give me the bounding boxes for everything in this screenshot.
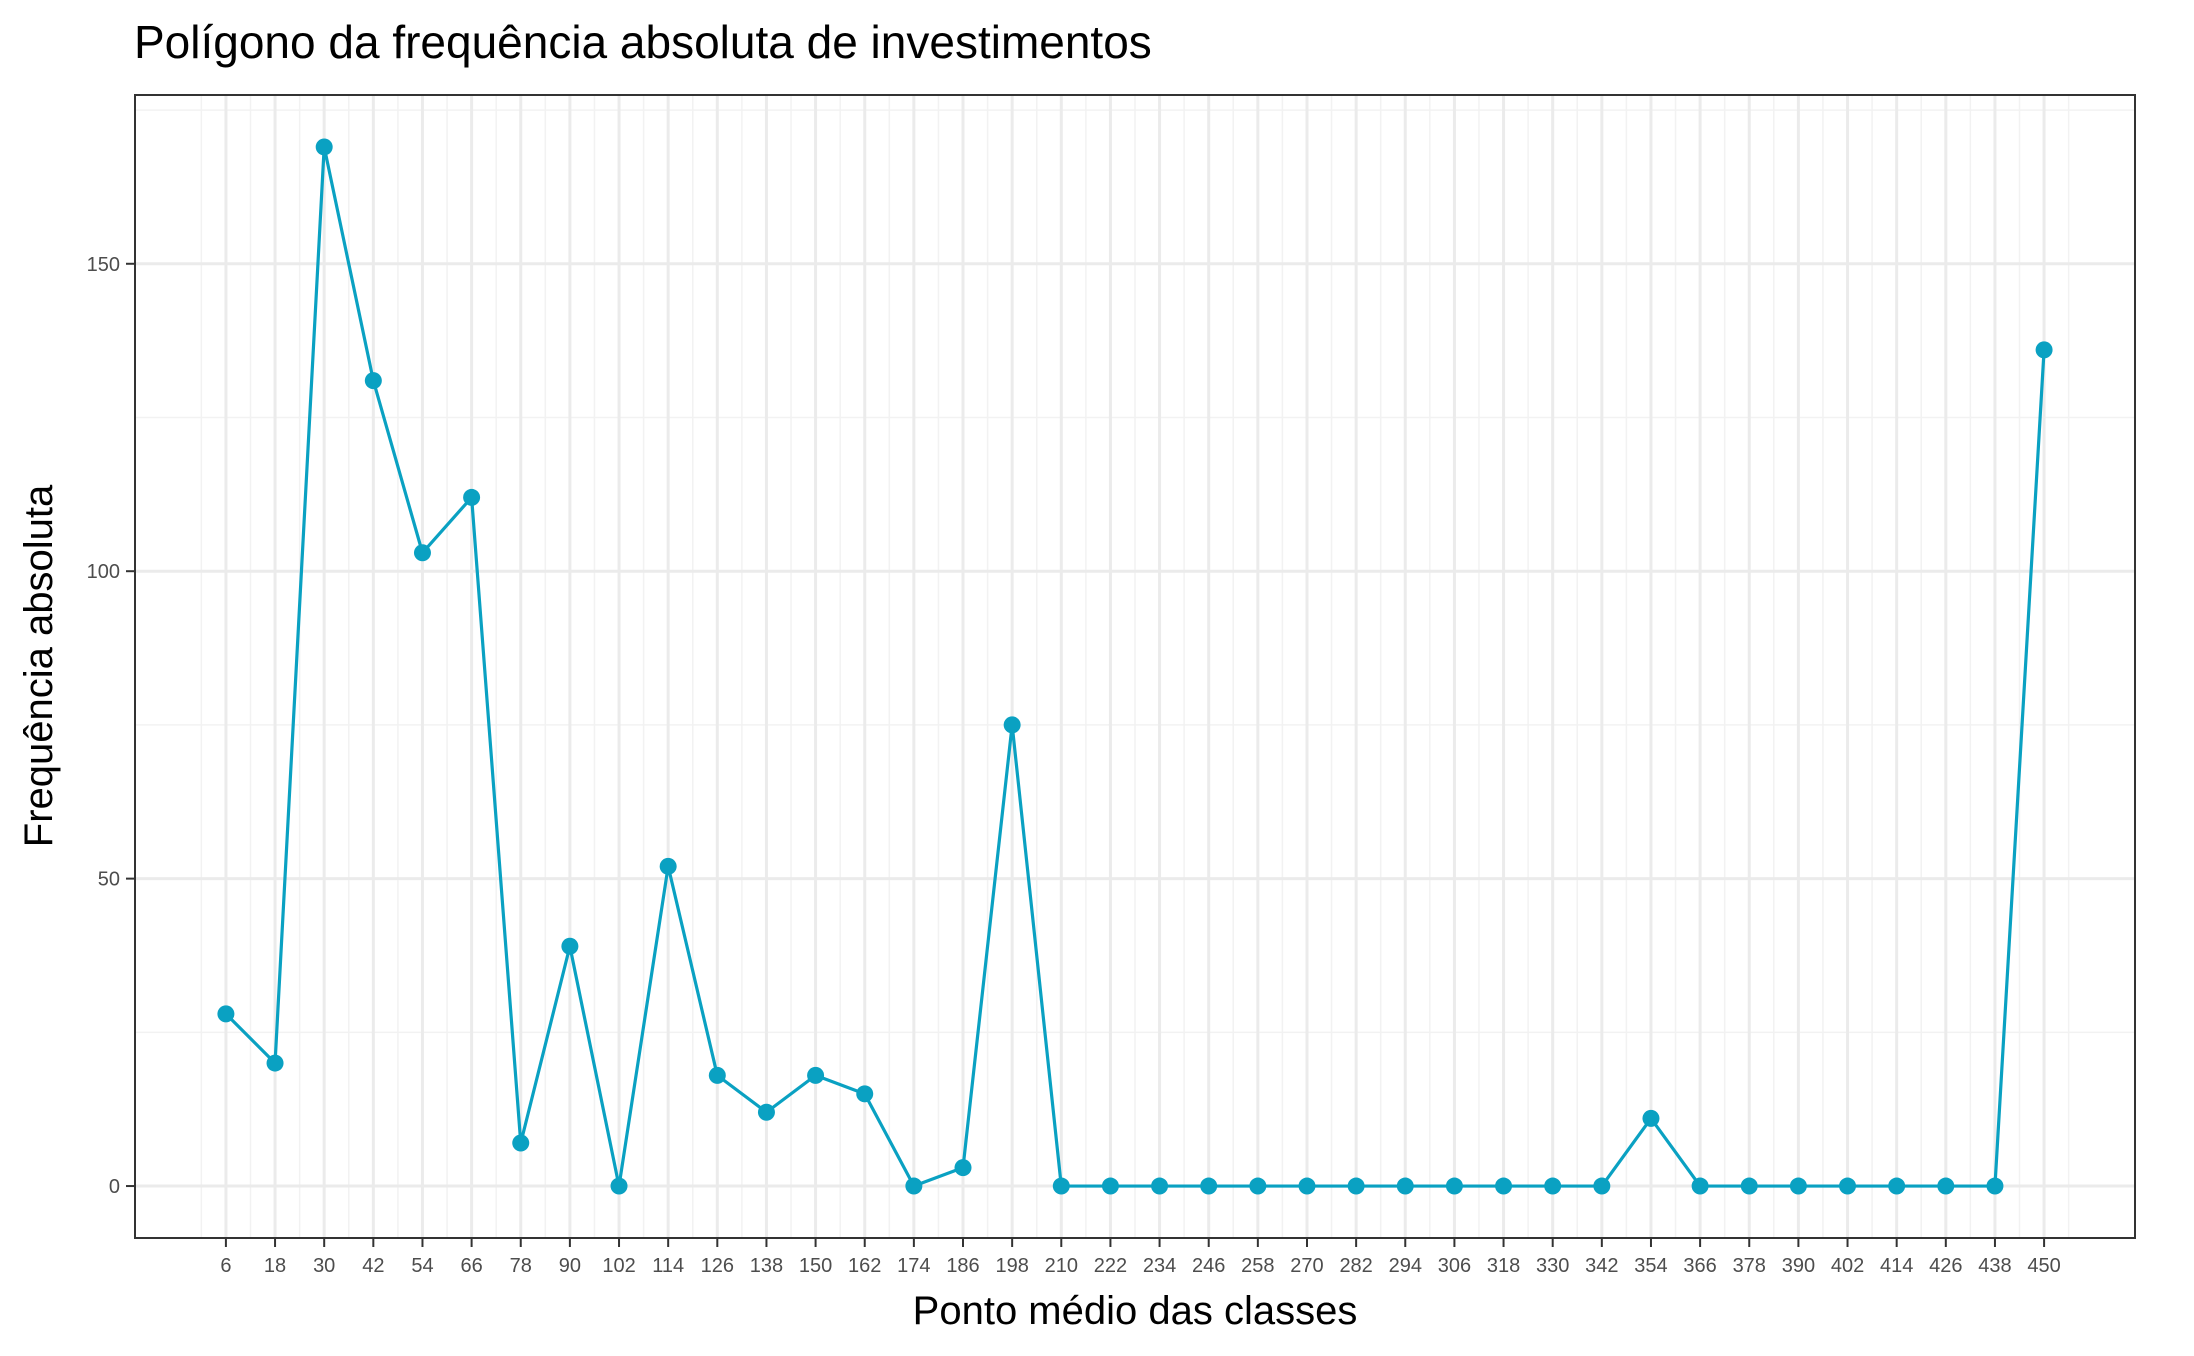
data-point xyxy=(1151,1177,1169,1195)
data-point xyxy=(610,1177,628,1195)
data-point xyxy=(1544,1177,1562,1195)
x-tick-label: 102 xyxy=(602,1255,635,1277)
x-tick-label: 366 xyxy=(1683,1255,1716,1277)
x-tick-label: 330 xyxy=(1536,1255,1569,1277)
x-tick-label: 354 xyxy=(1634,1255,1667,1277)
data-point xyxy=(659,857,677,875)
y-tick-label: 50 xyxy=(98,869,120,891)
data-point xyxy=(1101,1177,1119,1195)
x-tick-label: 150 xyxy=(799,1255,832,1277)
x-tick-label: 210 xyxy=(1045,1255,1078,1277)
data-point xyxy=(1986,1177,2004,1195)
chart-title: Polígono da frequência absoluta de inves… xyxy=(134,16,1152,68)
y-tick-label: 150 xyxy=(87,254,120,276)
x-tick-label: 198 xyxy=(995,1255,1028,1277)
data-point xyxy=(561,937,579,955)
data-point xyxy=(856,1085,874,1103)
data-point xyxy=(1396,1177,1414,1195)
x-tick-label: 234 xyxy=(1143,1255,1176,1277)
x-tick-label: 18 xyxy=(264,1255,286,1277)
x-tick-label: 342 xyxy=(1585,1255,1618,1277)
data-point xyxy=(512,1134,530,1152)
x-tick-label: 30 xyxy=(313,1255,335,1277)
x-tick-label: 174 xyxy=(897,1255,930,1277)
data-point xyxy=(1003,716,1021,734)
data-point xyxy=(2035,341,2053,359)
x-tick-label: 294 xyxy=(1389,1255,1422,1277)
data-point xyxy=(757,1103,775,1121)
data-point xyxy=(1298,1177,1316,1195)
x-tick-label: 390 xyxy=(1782,1255,1815,1277)
y-tick-label: 0 xyxy=(109,1176,120,1198)
data-point xyxy=(1052,1177,1070,1195)
y-tick-label: 100 xyxy=(87,561,120,583)
data-point xyxy=(1691,1177,1709,1195)
x-tick-label: 186 xyxy=(946,1255,979,1277)
grid xyxy=(135,95,2135,1238)
x-tick-label: 270 xyxy=(1290,1255,1323,1277)
x-tick-label: 42 xyxy=(362,1255,384,1277)
data-point xyxy=(708,1066,726,1084)
data-point xyxy=(1445,1177,1463,1195)
x-tick-label: 78 xyxy=(510,1255,532,1277)
data-point xyxy=(1249,1177,1267,1195)
data-point xyxy=(1937,1177,1955,1195)
data-point xyxy=(463,488,481,506)
data-point xyxy=(905,1177,923,1195)
data-point xyxy=(1642,1109,1660,1127)
data-point xyxy=(1740,1177,1758,1195)
x-tick-label: 126 xyxy=(701,1255,734,1277)
x-tick-label: 66 xyxy=(460,1255,482,1277)
data-point xyxy=(413,544,431,562)
data-point xyxy=(315,138,333,156)
data-point xyxy=(266,1054,284,1072)
plot-panel-border xyxy=(134,94,2136,1239)
data-point xyxy=(1789,1177,1807,1195)
x-tick-label: 438 xyxy=(1978,1255,2011,1277)
data-point xyxy=(1839,1177,1857,1195)
axes: 6 18 30 42 54 66 78 90 102 114 126 138 150 162 174 186 1… xyxy=(87,254,2061,1277)
x-tick-label: 402 xyxy=(1831,1255,1864,1277)
data-point xyxy=(1200,1177,1218,1195)
x-axis-title: Ponto médio das classes xyxy=(913,1289,1358,1333)
data-point xyxy=(954,1159,972,1177)
data-point xyxy=(807,1066,825,1084)
data-point xyxy=(217,1005,235,1023)
x-tick-label: 282 xyxy=(1339,1255,1372,1277)
x-tick-label: 306 xyxy=(1438,1255,1471,1277)
data-point xyxy=(1593,1177,1611,1195)
x-tick-label: 450 xyxy=(2027,1255,2060,1277)
x-tick-label: 54 xyxy=(411,1255,433,1277)
x-tick-label: 114 xyxy=(652,1255,684,1277)
series-layer xyxy=(217,138,2053,1195)
x-tick-label: 414 xyxy=(1880,1255,1913,1277)
x-tick-label: 138 xyxy=(750,1255,783,1277)
data-point xyxy=(1347,1177,1365,1195)
x-tick-label: 426 xyxy=(1929,1255,1962,1277)
data-point xyxy=(1888,1177,1906,1195)
x-tick-label: 318 xyxy=(1487,1255,1520,1277)
x-tick-label: 162 xyxy=(848,1255,881,1277)
x-tick-label: 90 xyxy=(559,1255,581,1277)
data-point xyxy=(1495,1177,1513,1195)
x-tick-label: 258 xyxy=(1241,1255,1274,1277)
y-axis-title: Frequência absoluta xyxy=(17,484,61,847)
x-tick-label: 246 xyxy=(1192,1255,1225,1277)
x-tick-label: 6 xyxy=(220,1255,231,1277)
data-point xyxy=(364,372,382,390)
x-tick-label: 222 xyxy=(1094,1255,1127,1277)
x-tick-label: 378 xyxy=(1733,1255,1766,1277)
